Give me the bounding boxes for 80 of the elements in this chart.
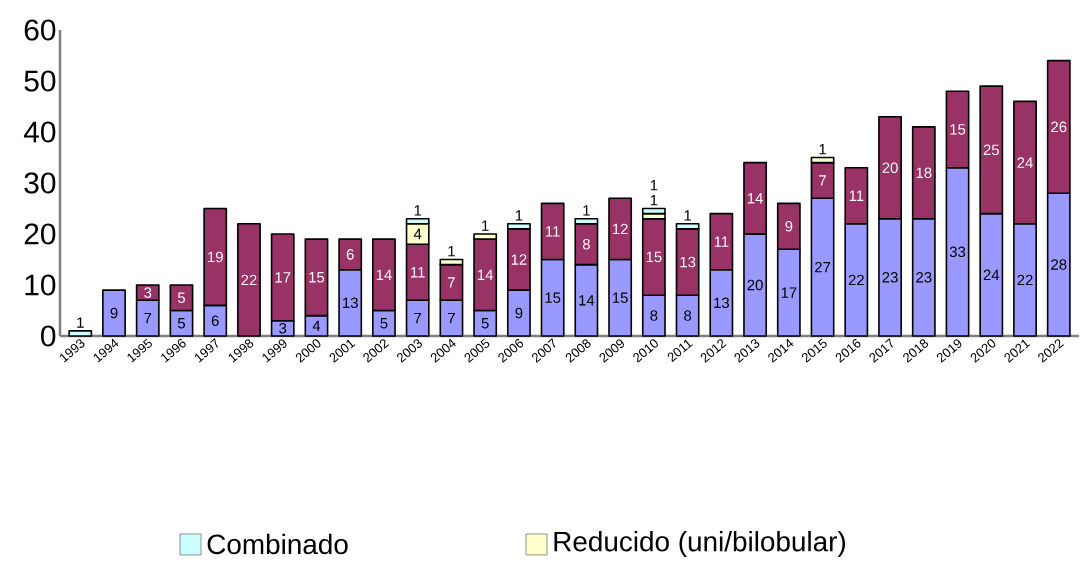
data-label: 6 [211,315,219,326]
data-label: 6 [346,249,354,260]
data-label: 1 [515,210,523,221]
data-label: 26 [1051,121,1067,133]
data-label: 7 [448,277,455,288]
data-label: 11 [546,226,560,237]
data-label: 25 [983,144,999,156]
data-label: 4 [413,228,422,240]
data-label: 24 [983,269,1000,280]
data-label: 7 [448,312,455,324]
data-label: 5 [481,318,489,329]
data-label: 17 [275,272,291,283]
data-label: 19 [208,251,223,263]
data-label: 12 [612,223,628,235]
y-tick-label: 0 [41,325,56,347]
data-label: 20 [747,279,763,291]
data-label: 8 [684,310,692,321]
data-label: 11 [411,267,425,278]
data-label: 5 [177,318,186,329]
data-label: 15 [545,292,561,303]
data-label: 33 [949,246,966,258]
data-label: 7 [144,312,152,324]
y-tick-label: 60 [24,19,56,41]
bar [68,330,93,337]
data-label: 4 [312,320,321,331]
data-label: 23 [882,272,898,283]
data-label: 14 [376,269,392,280]
data-label: 27 [815,261,831,273]
data-label: 22 [848,274,864,286]
bar [237,222,261,337]
data-label: 14 [579,295,595,306]
data-label: 9 [785,221,793,232]
data-label: 7 [414,312,422,324]
y-tick-label: 50 [24,70,56,92]
data-label: 28 [1051,259,1067,270]
data-label: 5 [177,292,186,303]
data-label: 1 [414,205,422,216]
data-label: 22 [241,274,257,286]
data-label: 5 [380,318,388,329]
data-label: 14 [747,193,763,204]
data-label: 3 [279,323,287,334]
data-label: 11 [849,190,864,201]
data-label: 15 [646,251,662,263]
data-label: 20 [882,162,898,173]
y-tick-label: 20 [24,223,56,245]
data-label: 11 [714,236,729,247]
data-label: 9 [110,307,118,319]
legend-label: Combinado [207,533,348,555]
data-label: 24 [1017,157,1033,168]
data-label: 12 [511,254,527,265]
data-label: 1 [819,144,826,155]
y-tick-label: 10 [25,274,56,296]
data-label: 18 [916,167,932,179]
data-label: 13 [714,297,730,309]
data-label: 13 [680,256,696,268]
data-label: 14 [477,269,494,280]
data-label: 17 [781,287,797,298]
data-label: 1 [650,195,658,206]
data-label: 8 [650,310,658,321]
data-label: 15 [612,292,628,303]
data-label: 1 [448,246,455,257]
data-label: 1 [77,317,84,328]
y-tick-label: 40 [23,121,56,143]
data-label: 15 [309,272,325,283]
data-label: 23 [916,272,932,283]
data-label: 7 [819,175,826,186]
data-label: 1 [650,180,658,191]
data-label: 15 [950,124,966,135]
data-label: 1 [583,205,590,216]
data-label: 8 [582,238,590,250]
legend-label: Reducido (uni/bilobular) [554,531,845,557]
data-label: 3 [144,287,152,298]
data-label: 1 [684,210,692,221]
data-label: 1 [482,220,489,231]
data-label: 9 [515,307,523,319]
data-label: 13 [343,297,358,309]
bar [641,207,666,215]
y-tick-label: 30 [24,172,56,194]
data-label: 22 [1017,274,1033,286]
bar [102,289,126,337]
